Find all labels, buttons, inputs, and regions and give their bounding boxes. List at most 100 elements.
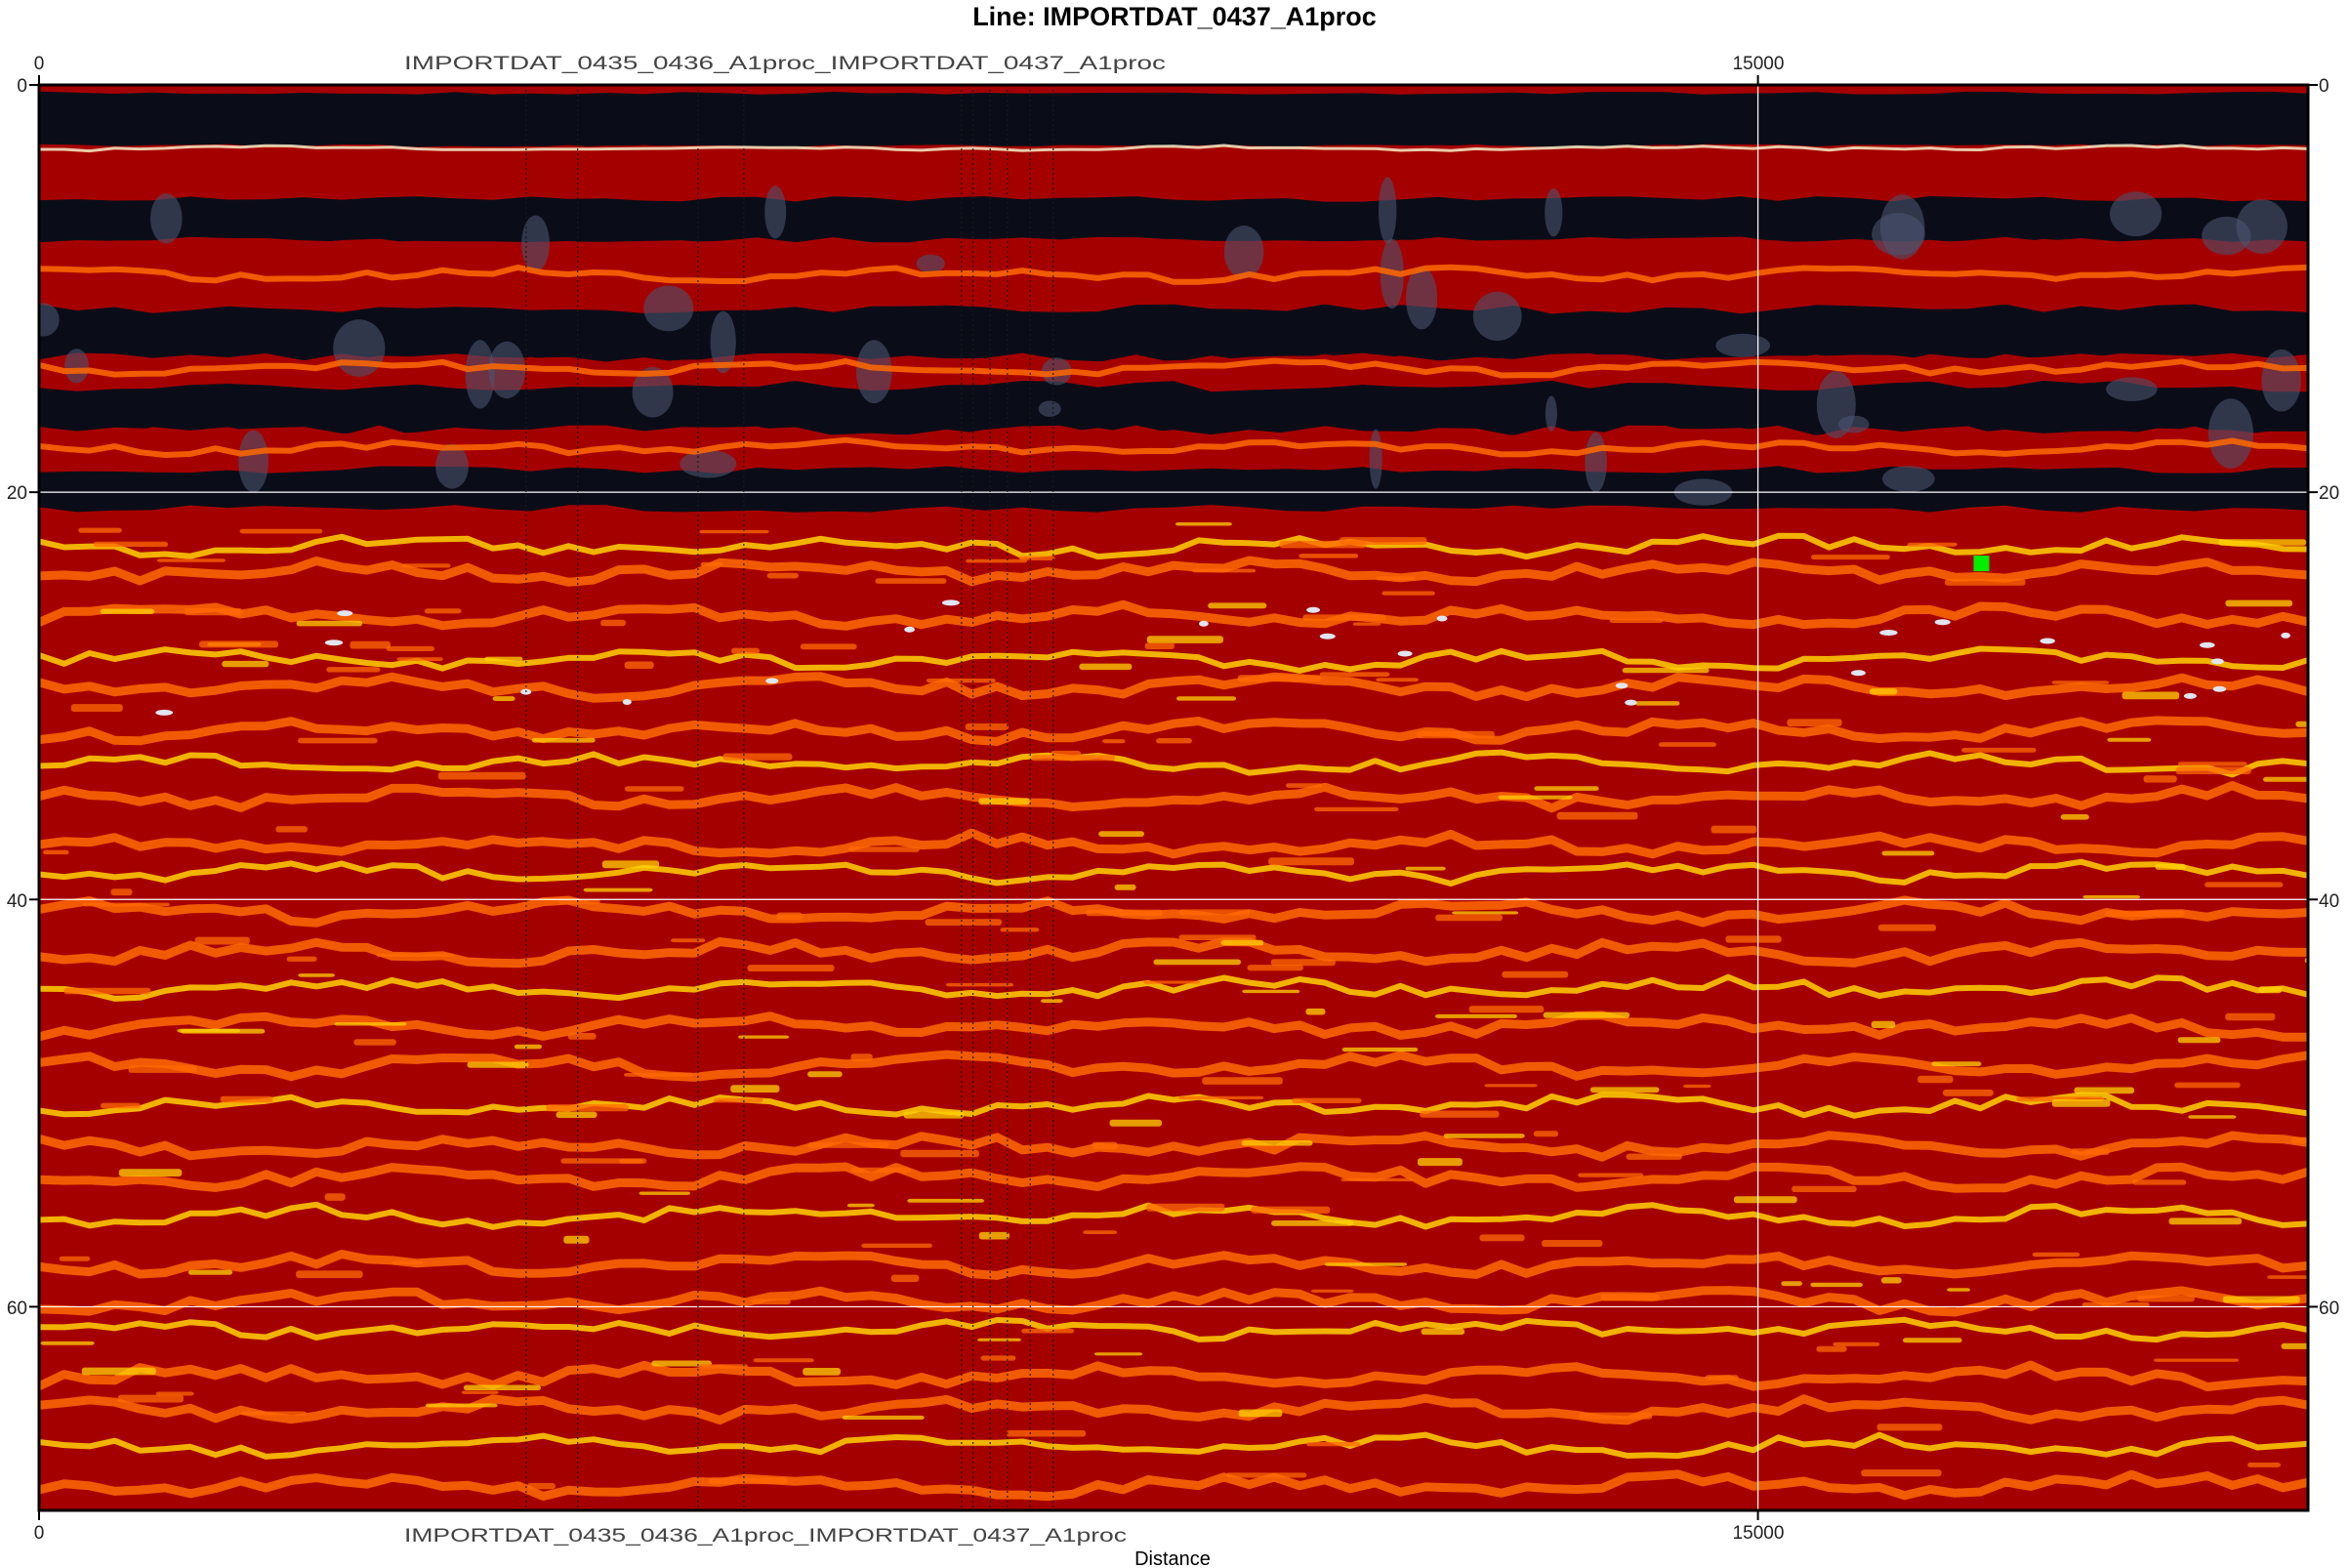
reflector-streak: [1710, 825, 1757, 834]
grey-speckle: [2261, 349, 2301, 412]
radargram-image[interactable]: [27, 85, 2349, 1510]
reflector-streak: [43, 849, 69, 855]
reflector-streak: [1484, 1084, 1538, 1088]
reflector-streak: [966, 558, 1028, 563]
reflector-streak: [1098, 831, 1144, 837]
point-reflection: [2200, 641, 2215, 648]
reflector-streak: [1086, 909, 1163, 917]
y-tick-label-right-40: 40: [2319, 891, 2339, 912]
reflector-streak: [1202, 1077, 1283, 1085]
reflector-streak: [601, 860, 660, 869]
reflector-streak: [903, 1111, 965, 1119]
reflector-streak: [2081, 1302, 2150, 1307]
reflector-streak: [1041, 999, 1063, 1004]
grey-speckle: [150, 193, 183, 244]
reflector-streak: [730, 1085, 780, 1093]
reflector-streak: [698, 1364, 749, 1369]
reflector-streak: [1876, 1424, 1943, 1431]
reflector-streak: [1961, 747, 2037, 753]
reflector-streak: [296, 1270, 363, 1278]
reflector-streak: [1030, 755, 1115, 762]
pick-marker[interactable]: [1973, 556, 1990, 572]
reflector-streak: [807, 1141, 889, 1148]
reflector-streak: [1811, 555, 1890, 560]
reflector-streak: [563, 1235, 590, 1244]
reflector-streak: [1241, 1140, 1313, 1146]
reflector-streak: [1220, 939, 1264, 946]
reflector-streak: [671, 938, 706, 943]
reflector-streak: [709, 1477, 788, 1485]
reflector-streak: [1178, 934, 1257, 940]
reflector-streak: [1452, 911, 1519, 915]
reflector-streak: [1871, 1020, 1896, 1028]
reflector-streak: [1225, 1472, 1307, 1478]
deep-reflector-4: [39, 672, 2308, 703]
reflector-streak: [1051, 750, 1082, 757]
reflector-streak: [1417, 730, 1495, 739]
grey-speckle: [1379, 177, 1397, 244]
reflector-streak: [1314, 806, 1399, 811]
grey-speckle: [710, 310, 736, 374]
reflector-streak: [1947, 1288, 1971, 1292]
grey-speckle: [1406, 267, 1438, 330]
reflector-streak: [1242, 989, 1300, 994]
deep-reflector-25: [39, 1469, 2308, 1502]
reflector-streak: [1556, 811, 1638, 820]
reflector-streak: [1861, 1469, 1942, 1477]
reflector-streak: [1019, 556, 1055, 560]
point-reflection: [904, 626, 915, 633]
line-boundary-markers: [525, 85, 1054, 1510]
reflector-streak: [324, 1193, 346, 1201]
deep-reflector-8: [39, 828, 2308, 859]
reflector-streak: [222, 660, 269, 668]
reflector-streak: [2225, 1012, 2276, 1021]
reflector-streak: [978, 798, 1030, 805]
reflector-streak: [1542, 1240, 1603, 1247]
reflector-streak: [1298, 554, 1359, 558]
reflector-streak: [326, 667, 381, 673]
reflector-streak: [1534, 786, 1599, 791]
reflector-streak: [156, 558, 226, 562]
reflector-streak: [2304, 957, 2308, 964]
reflector-streak: [1247, 965, 1303, 971]
reflector-streak: [2132, 1179, 2187, 1185]
reflector-streak: [2267, 1275, 2308, 1279]
reflector-streak: [334, 1022, 407, 1026]
reflector-streak: [1270, 959, 1336, 967]
reflector-streak: [1021, 1328, 1075, 1334]
reflector-streak: [353, 1039, 396, 1046]
reflector-streak: [1292, 1097, 1362, 1103]
reflector-streak: [1156, 738, 1192, 744]
reflector-streak: [800, 643, 857, 650]
grey-speckle: [521, 215, 550, 272]
reflector-streak: [199, 640, 279, 648]
reflector-streak: [1153, 959, 1242, 966]
point-reflection: [2210, 658, 2224, 665]
deep-reflector-20: [39, 1286, 2308, 1317]
reflector-streak: [424, 608, 462, 614]
reflector-streak: [624, 1073, 693, 1077]
reflector-streak: [2122, 691, 2180, 700]
surface-bright-line: [39, 144, 2308, 153]
x-axis-label: Distance: [1134, 1548, 1211, 1568]
grey-speckle: [1882, 466, 1935, 492]
reflector-streak: [128, 1065, 197, 1073]
reflector-streak: [1589, 1087, 1660, 1093]
reflector-streak: [1421, 1328, 1465, 1336]
deep-reflector-16: [39, 1131, 2308, 1162]
reflector-streak: [850, 1053, 873, 1061]
deep-reflector-7: [39, 781, 2308, 813]
reflector-streak: [766, 572, 799, 579]
reflector-streak: [583, 887, 653, 892]
grey-speckle: [333, 319, 386, 377]
shallow-dark-band-4: [39, 466, 2308, 513]
grey-speckle: [680, 449, 737, 478]
reflector-streak: [2060, 814, 2089, 820]
reflector-streak: [118, 1169, 183, 1176]
reflector-streak: [296, 620, 363, 627]
reflector-streak: [2107, 737, 2152, 742]
reflector-streak: [1479, 1234, 1525, 1242]
grey-speckle: [1837, 415, 1870, 433]
point-reflection: [2281, 632, 2290, 639]
